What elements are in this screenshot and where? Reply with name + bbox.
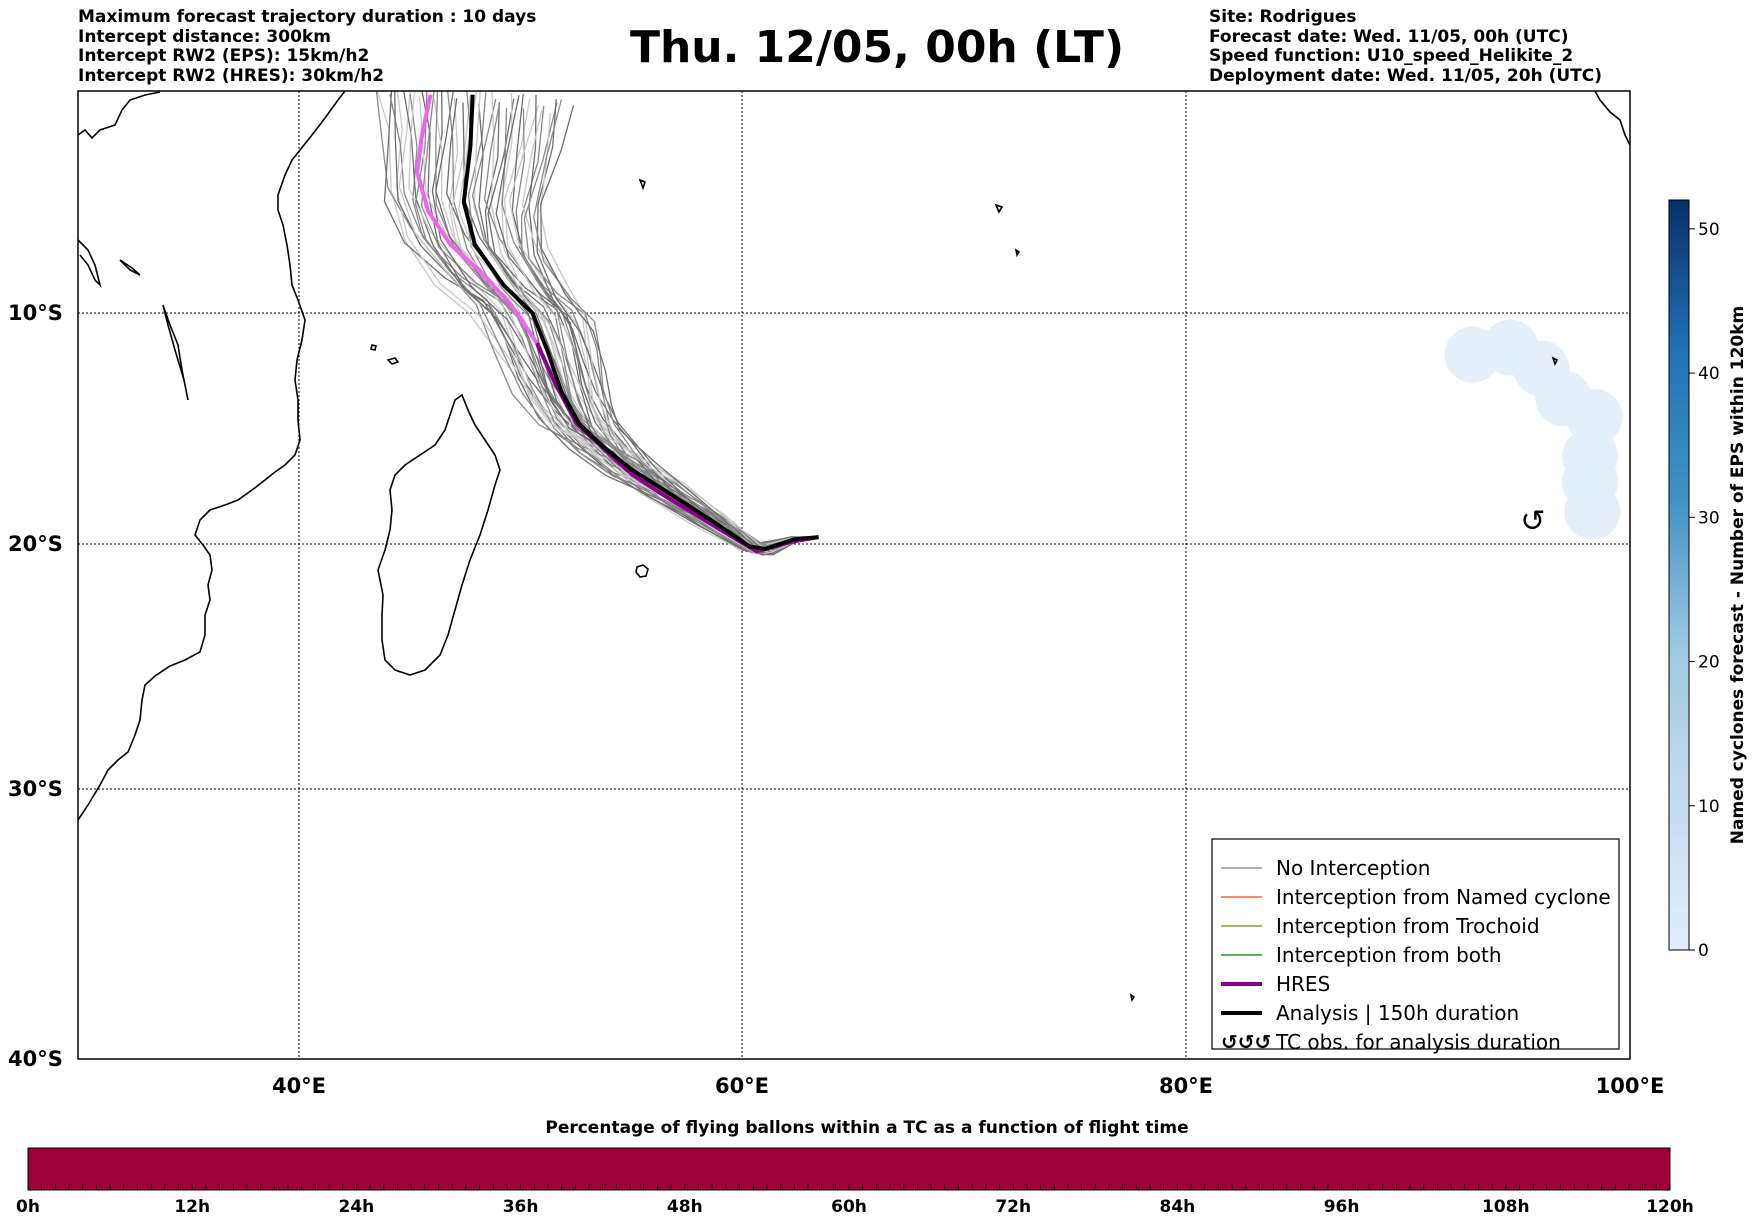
colorbar-label: Named cyclones forecast - Number of EPS … [1728,306,1748,845]
cyclone-probability-layer [1444,319,1623,540]
lat-label-20s: 20°S [8,532,63,556]
legend-label: Interception from both [1276,943,1502,967]
seychelles-2 [994,203,1004,214]
legend-label: Interception from Named cyclone [1276,885,1611,909]
lat-label-30s: 30°S [8,777,63,801]
percentage-bar-tick-label: 12h [174,1197,210,1217]
percentage-bar: Percentage of flying ballons within a TC… [16,1118,1694,1217]
trajectories [375,91,819,556]
tc-observation-symbol: ↺ [1520,504,1545,539]
comoros-island [370,344,377,351]
colorbar-tick-label: 40 [1698,364,1720,384]
param-trajectory-duration: Maximum forecast trajectory duration : 1… [78,7,537,27]
lon-label-80e: 80°E [1159,1074,1213,1098]
param-intercept-eps: Intercept RW2 (EPS): 15km/h2 [78,46,370,66]
forecast-date: Forecast date: Wed. 11/05, 00h (UTC) [1209,26,1569,47]
lat-label-10s: 10°S [8,301,63,325]
eps-member-trajectory [520,105,819,548]
colorbar-tick-label: 0 [1698,941,1709,961]
legend-label: HRES [1276,972,1330,996]
percentage-bar-tick-label: 96h [1324,1197,1360,1217]
site-name: Site: Rodrigues [1209,7,1357,27]
percentage-bar-fill [27,1147,1671,1191]
param-intercept-hres: Intercept RW2 (HRES): 30km/h2 [78,65,385,86]
percentage-bar-tick-label: 36h [503,1197,539,1217]
site-info: Site: Rodrigues Forecast date: Wed. 11/0… [1209,7,1603,86]
lat-label-40s: 40°S [8,1047,63,1071]
island-3 [162,304,189,401]
africa-coastline [78,91,346,821]
map-frame [77,90,1631,1060]
eps-member-trajectory [523,102,819,547]
colorbar-tick-label: 50 [1698,220,1720,240]
island-5 [1129,993,1136,1003]
percentage-bar-tick-label: 108h [1482,1197,1530,1217]
chagos [1014,248,1021,258]
island-2 [119,259,141,276]
percentage-bar-tick-label: 24h [339,1197,375,1217]
percentage-bar-tick-label: 84h [1160,1197,1196,1217]
map-legend: No Interception Interception from Named c… [1211,838,1620,1054]
latitude-labels: 10°S 20°S 30°S 40°S [8,301,63,1071]
island-4 [1551,356,1559,367]
percentage-bar-tick-label: 48h [667,1197,703,1217]
percentage-bar-tick-label: 60h [831,1197,867,1217]
arabia-coastline [78,239,102,288]
indonesia-coastline [1594,91,1630,146]
africa-north-coast [78,91,161,140]
island-1 [386,357,400,365]
colorbar-tick-label: 20 [1698,653,1720,673]
colorbar-gradient [1668,199,1690,951]
legend-label: Interception from Trochoid [1276,914,1540,938]
eps-member-trajectory [495,95,819,547]
seychelles-1 [638,178,646,191]
lon-label-40e: 40°E [272,1074,326,1098]
legend-tc-obs-symbol: ↺↺↺ [1221,1030,1271,1054]
analysis-trajectory [461,94,819,551]
cyclone-colorbar: 0 10 20 30 40 50 Named cyclones forecast - Nu… [1668,199,1748,961]
param-intercept-distance: Intercept distance: 300km [78,26,331,47]
speed-function: Speed function: U10_speed_Helikite_2 [1209,46,1574,66]
percentage-bar-tick-label: 120h [1646,1197,1694,1217]
legend-label: TC obs. for analysis duration [1275,1030,1561,1054]
legend-label: Analysis | 150h duration [1276,1001,1519,1025]
map-title: Thu. 12/05, 00h (LT) [629,22,1125,73]
cyclone-probability-cell [1564,483,1621,540]
madagascar-coastline [377,393,501,676]
percentage-bar-title: Percentage of flying ballons within a TC… [545,1118,1188,1138]
deployment-date: Deployment date: Wed. 11/05, 20h (UTC) [1209,65,1603,86]
colorbar-tick-label: 10 [1698,797,1720,817]
mauritius-outline [635,564,649,578]
lon-label-100e: 100°E [1596,1074,1665,1098]
legend-label: No Interception [1276,856,1430,880]
graticule [78,91,1630,1059]
coastlines [78,91,1630,1003]
percentage-bar-tick-label: 72h [995,1197,1031,1217]
eps-member-trajectory [540,105,819,556]
colorbar-tick-label: 30 [1698,508,1720,528]
lon-label-60e: 60°E [715,1074,769,1098]
forecast-parameters: Maximum forecast trajectory duration : 1… [78,7,537,86]
longitude-labels: 40°E 60°E 80°E 100°E [272,1074,1664,1098]
percentage-bar-tick-label: 0h [16,1197,40,1217]
